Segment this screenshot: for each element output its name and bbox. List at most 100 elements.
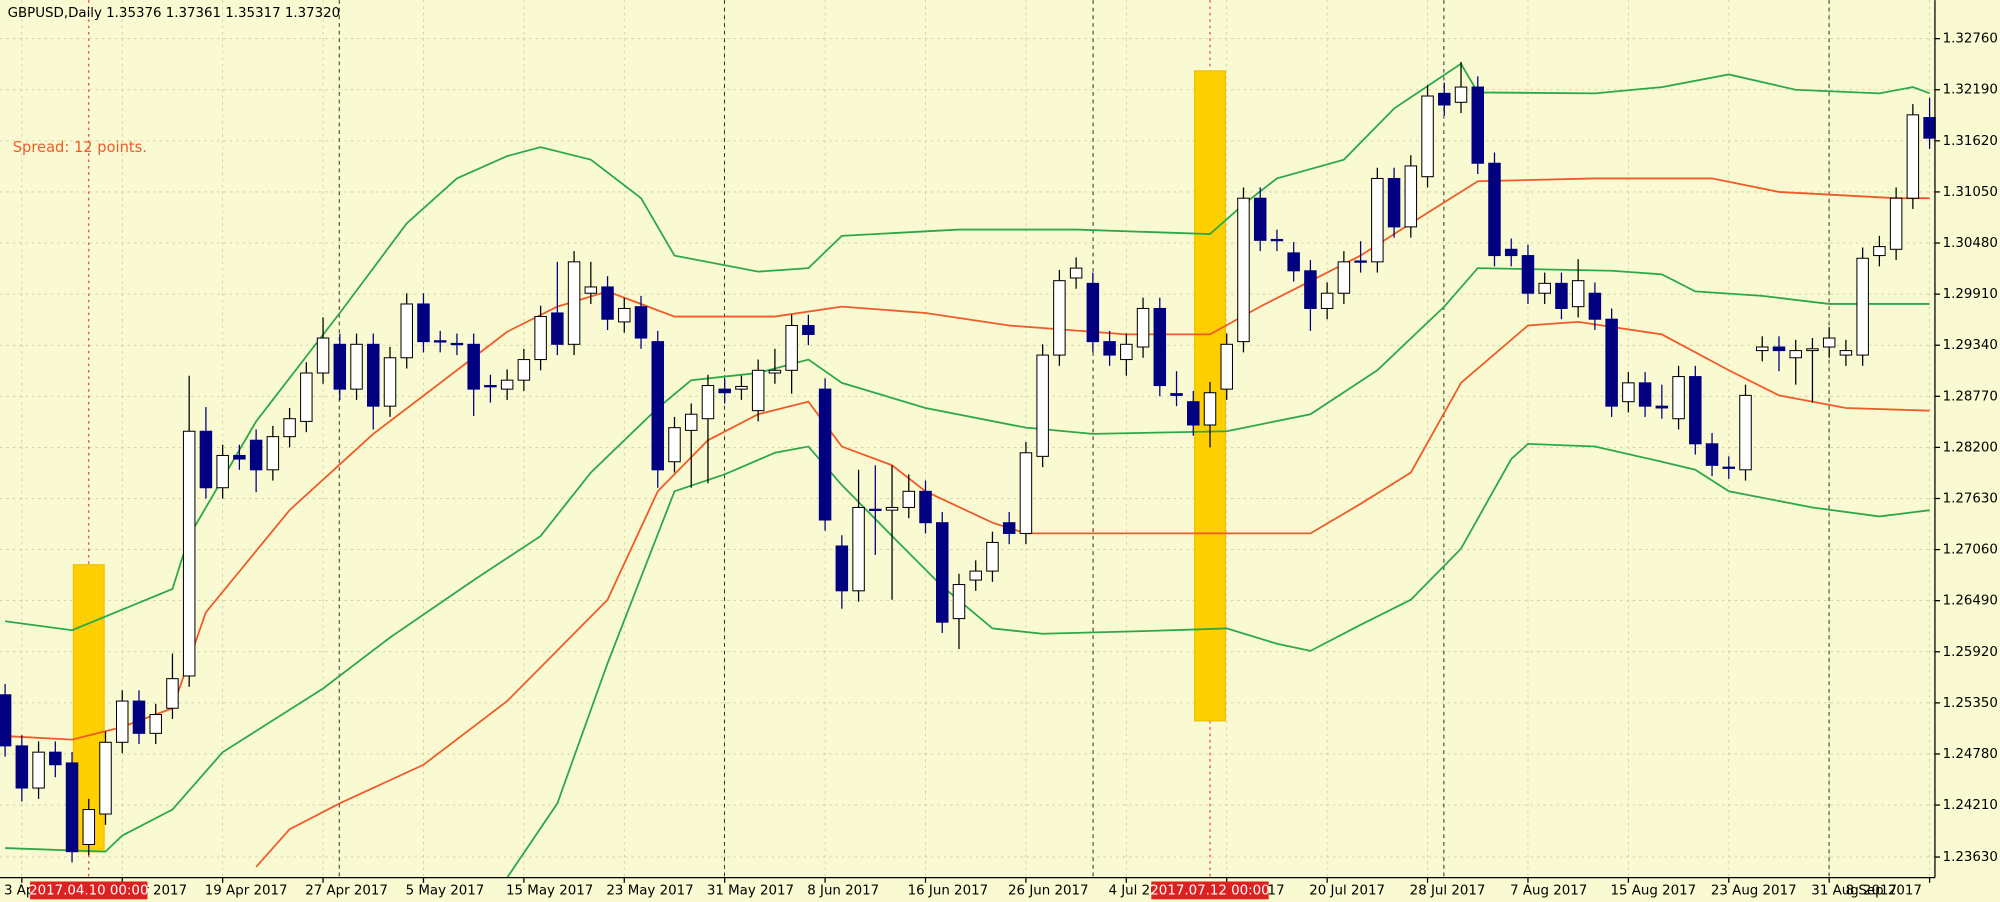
x-tick-label: 8 Jun 2017 xyxy=(807,883,879,898)
x-tick-label: 7 Aug 2017 xyxy=(1510,883,1587,898)
x-tick-label: 19 Apr 2017 xyxy=(205,883,288,898)
candle-body xyxy=(802,324,815,335)
candle-body xyxy=(1337,261,1351,294)
candle-body xyxy=(701,385,715,420)
candle-body xyxy=(1170,393,1183,396)
x-tick-label: 23 Aug 2017 xyxy=(1711,883,1797,898)
candle-body xyxy=(82,809,96,846)
candle-body xyxy=(132,700,146,734)
y-tick-label: 1.24210 xyxy=(1943,798,1998,813)
candle-body xyxy=(1002,522,1016,534)
candle-body xyxy=(718,388,731,394)
x-tick-label: 15 Aug 2017 xyxy=(1611,883,1697,898)
candle-body xyxy=(1806,348,1819,352)
candle-body xyxy=(1387,177,1401,228)
candles xyxy=(0,61,1936,863)
candle-body xyxy=(634,306,648,339)
candle-body xyxy=(986,541,999,572)
candle-body xyxy=(15,745,29,789)
candle-body xyxy=(484,385,497,388)
spread-annotation: Spread: 12 points. xyxy=(13,139,147,156)
candle-body xyxy=(751,369,765,412)
cursor-label: 2017.04.10 00:00 xyxy=(29,883,148,898)
x-tick-label: 8 Sep 2017 xyxy=(1846,883,1922,898)
candle-body xyxy=(383,357,397,407)
candle-body xyxy=(551,312,564,345)
candle-body xyxy=(1822,337,1836,348)
x-tick-label: 23 May 2017 xyxy=(606,883,693,898)
candle-body xyxy=(400,303,413,359)
candle-body xyxy=(935,522,949,623)
indicators xyxy=(4,62,1930,878)
candle-body xyxy=(1588,292,1602,320)
y-tick-label: 1.24780 xyxy=(1943,747,1998,762)
candle-body xyxy=(902,490,916,508)
y-tick-label: 1.26490 xyxy=(1943,594,1998,609)
x-tick-label: 5 May 2017 xyxy=(406,883,485,898)
candle-body xyxy=(1304,270,1317,309)
candle-body xyxy=(684,413,698,431)
candle-body xyxy=(1789,350,1802,359)
candle-body xyxy=(852,506,865,592)
candle-body xyxy=(1772,346,1786,352)
candle-body xyxy=(0,694,12,747)
candle-body xyxy=(1153,307,1167,387)
x-tick-label: 28 Jul 2017 xyxy=(1410,883,1486,898)
candle-body xyxy=(1605,318,1618,407)
candle-body xyxy=(115,700,129,743)
candle-body xyxy=(65,762,79,853)
candle-body xyxy=(1923,117,1936,139)
x-tick-label: 26 Jun 2017 xyxy=(1008,883,1088,898)
candle-body xyxy=(1019,452,1033,534)
y-tick-label: 1.25350 xyxy=(1943,696,1998,711)
cursor-label: 2017.07.12 00:00 xyxy=(1150,883,1269,898)
candle-body xyxy=(1103,341,1116,356)
x-tick-label: 31 Aug 2017 xyxy=(1811,883,1897,898)
candle-body xyxy=(1906,114,1920,199)
y-tick-label: 1.30480 xyxy=(1943,236,1998,251)
candle-body xyxy=(249,439,263,471)
candle-body xyxy=(567,261,581,345)
x-tick-label: 16 Jun 2017 xyxy=(908,883,988,898)
candle-body xyxy=(1320,292,1334,309)
candle-body xyxy=(1504,248,1518,257)
candle-body xyxy=(768,369,782,374)
chart-title: GBPUSD,Daily 1.35376 1.37361 1.35317 1.3… xyxy=(8,6,341,21)
candle-body xyxy=(1571,280,1585,308)
candle-body xyxy=(1237,197,1250,343)
candle-body xyxy=(1471,86,1485,164)
candle-body xyxy=(1755,346,1769,352)
indicator-line xyxy=(255,321,1930,868)
candle-body xyxy=(417,303,430,343)
candle-body xyxy=(1438,92,1451,106)
y-tick-label: 1.23630 xyxy=(1943,850,1998,865)
candle-body xyxy=(1036,354,1049,457)
candle-body xyxy=(1371,177,1384,263)
candle-body xyxy=(333,343,347,390)
candle-body xyxy=(618,307,631,323)
candle-body xyxy=(534,316,547,361)
candle-body xyxy=(1672,376,1685,420)
y-tick-label: 1.29910 xyxy=(1943,287,1998,302)
y-tick-label: 1.29340 xyxy=(1943,338,1998,353)
candle-body xyxy=(32,751,45,789)
y-tick-label: 1.27060 xyxy=(1943,543,1998,558)
candle-body xyxy=(433,340,447,343)
candle-body xyxy=(517,359,531,381)
candle-body xyxy=(1120,343,1133,361)
candle-body xyxy=(651,341,665,471)
candle-body xyxy=(1421,95,1434,178)
candle-body xyxy=(1856,257,1869,356)
candle-body xyxy=(1270,238,1284,242)
candle-body xyxy=(1086,282,1100,343)
candle-body xyxy=(1253,197,1267,241)
indicator-line xyxy=(4,62,1930,632)
candle-body xyxy=(1689,376,1702,445)
candle-body xyxy=(668,427,681,463)
candle-body xyxy=(166,678,179,709)
candle-body xyxy=(300,372,313,422)
y-tick-label: 1.27630 xyxy=(1943,491,1998,506)
indicator-line xyxy=(506,442,1930,878)
